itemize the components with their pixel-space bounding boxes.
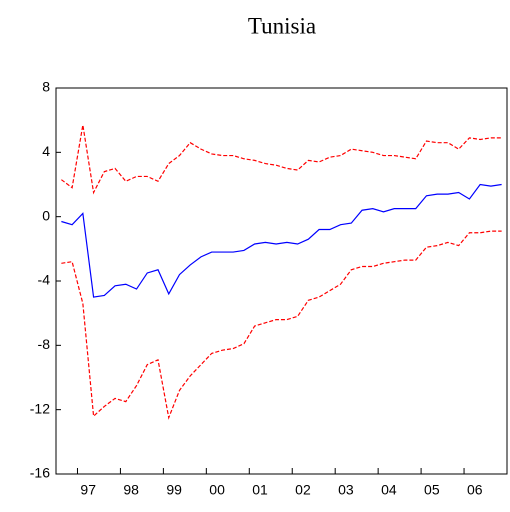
x-tick-label: 97 [80, 482, 96, 498]
x-tick-label: 06 [467, 482, 483, 498]
series-line [61, 183, 502, 298]
y-tick-label: 4 [42, 143, 50, 159]
plot-frame [55, 87, 508, 475]
y-tick-label: -4 [38, 272, 51, 288]
x-tick-label: 99 [166, 482, 182, 498]
x-tick-label: 01 [252, 482, 268, 498]
y-tick-label: -16 [30, 465, 50, 481]
x-tick-label: 02 [295, 482, 311, 498]
chart-title: Tunisia [248, 13, 316, 38]
series-line [61, 124, 502, 195]
x-tick-label: 03 [338, 482, 354, 498]
x-tick-label: 98 [123, 482, 139, 498]
y-tick-label: -12 [30, 400, 50, 416]
y-tick-label: 0 [42, 207, 50, 223]
series-line [61, 230, 502, 420]
x-tick-label: 05 [424, 482, 440, 498]
x-tick-label: 00 [209, 482, 225, 498]
y-tick-label: 8 [42, 79, 50, 95]
x-tick-label: 04 [381, 482, 397, 498]
y-tick-label: -8 [38, 336, 51, 352]
